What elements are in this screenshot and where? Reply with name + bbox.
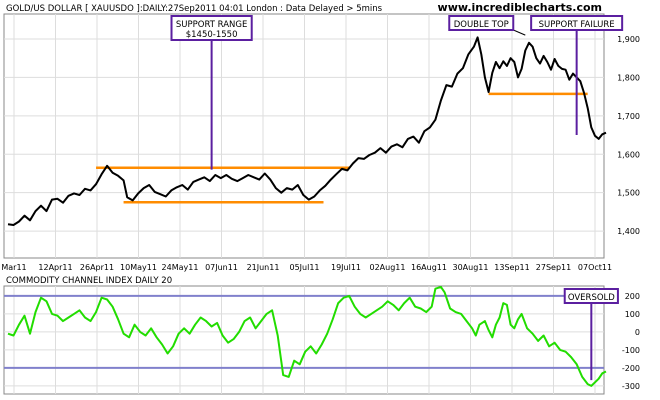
x-tick-label: 21Jun11 (247, 263, 280, 272)
callout-box (563, 288, 619, 304)
callout-box (170, 15, 253, 41)
price-y-tick-label: 1,800 (617, 73, 640, 82)
cci-reference-lines (4, 294, 604, 369)
x-tick-label: 02Aug11 (370, 263, 406, 272)
cci-y-tick-label: -300 (622, 382, 640, 391)
callout-label: DOUBLE TOP (454, 20, 509, 30)
x-tick-label: Mar11 (1, 263, 26, 272)
cci-y-tick-label: 0 (635, 328, 640, 337)
cci-y-tick-label: 100 (625, 310, 640, 319)
price-y-tick-label: 1,500 (617, 189, 640, 198)
callout-label: OVERSOLD (568, 293, 615, 303)
x-tick-label: 16Aug11 (411, 263, 447, 272)
x-tick-label: 12Apr11 (38, 263, 72, 272)
x-tick-label: 19Jul11 (331, 263, 361, 272)
price-y-tick-label: 1,400 (617, 227, 640, 236)
price-line (7, 36, 607, 226)
price-y-tick-label: 1,700 (617, 112, 640, 121)
watermark: www.incrediblecharts.com (438, 1, 602, 14)
x-tick-label: 07Oct11 (578, 263, 612, 272)
x-tick-label: 27Sep11 (536, 263, 571, 272)
x-tick-label: 05Jul11 (289, 263, 319, 272)
x-tick-label: 13Sep11 (494, 263, 529, 272)
x-tick-label: 07Jun11 (205, 263, 238, 272)
price-grid (4, 14, 604, 258)
price-y-tick-label: 1,900 (617, 35, 640, 44)
x-tick-label: 30Aug11 (453, 263, 489, 272)
price-chart-title: GOLD/US DOLLAR [ XAUUSDO ]:DAILY:27Sep20… (6, 4, 383, 14)
price-series (7, 36, 607, 226)
cci-series (7, 285, 607, 387)
callout-box (448, 15, 515, 31)
cci-chart-title: COMMODITY CHANNEL INDEX DAILY 20 (6, 276, 172, 286)
cci-line (7, 285, 607, 387)
cci-y-axis: 200 100 0 -100 -200 -300 (622, 292, 640, 391)
cci-annotations: OVERSOLD (563, 288, 619, 381)
cci-y-tick-label: 200 (625, 292, 640, 301)
callout-label: SUPPORT FAILURE (539, 20, 615, 30)
callout-box (530, 15, 624, 31)
x-tick-label: 10May11 (120, 263, 157, 272)
price-y-tick-label: 1,600 (617, 150, 640, 159)
callout-label: SUPPORT RANGE (176, 20, 247, 30)
x-tick-label: 26Apr11 (80, 263, 114, 272)
cci-y-tick-label: -200 (622, 364, 640, 373)
cci-y-tick-label: -100 (622, 346, 640, 355)
price-annotations: SUPPORT RANGE$1450-1550 DOUBLE TOP SUPPORT… (170, 15, 624, 170)
callout-label: $1450-1550 (186, 30, 238, 40)
x-axis: Mar11 12Apr11 26Apr11 10May11 24May11 07Jun11… (1, 263, 612, 272)
x-tick-label: 24May11 (162, 263, 199, 272)
price-y-axis: 1,400 1,500 1,600 1,700 1,800 1,900 (617, 35, 640, 236)
support-lines (96, 92, 588, 204)
